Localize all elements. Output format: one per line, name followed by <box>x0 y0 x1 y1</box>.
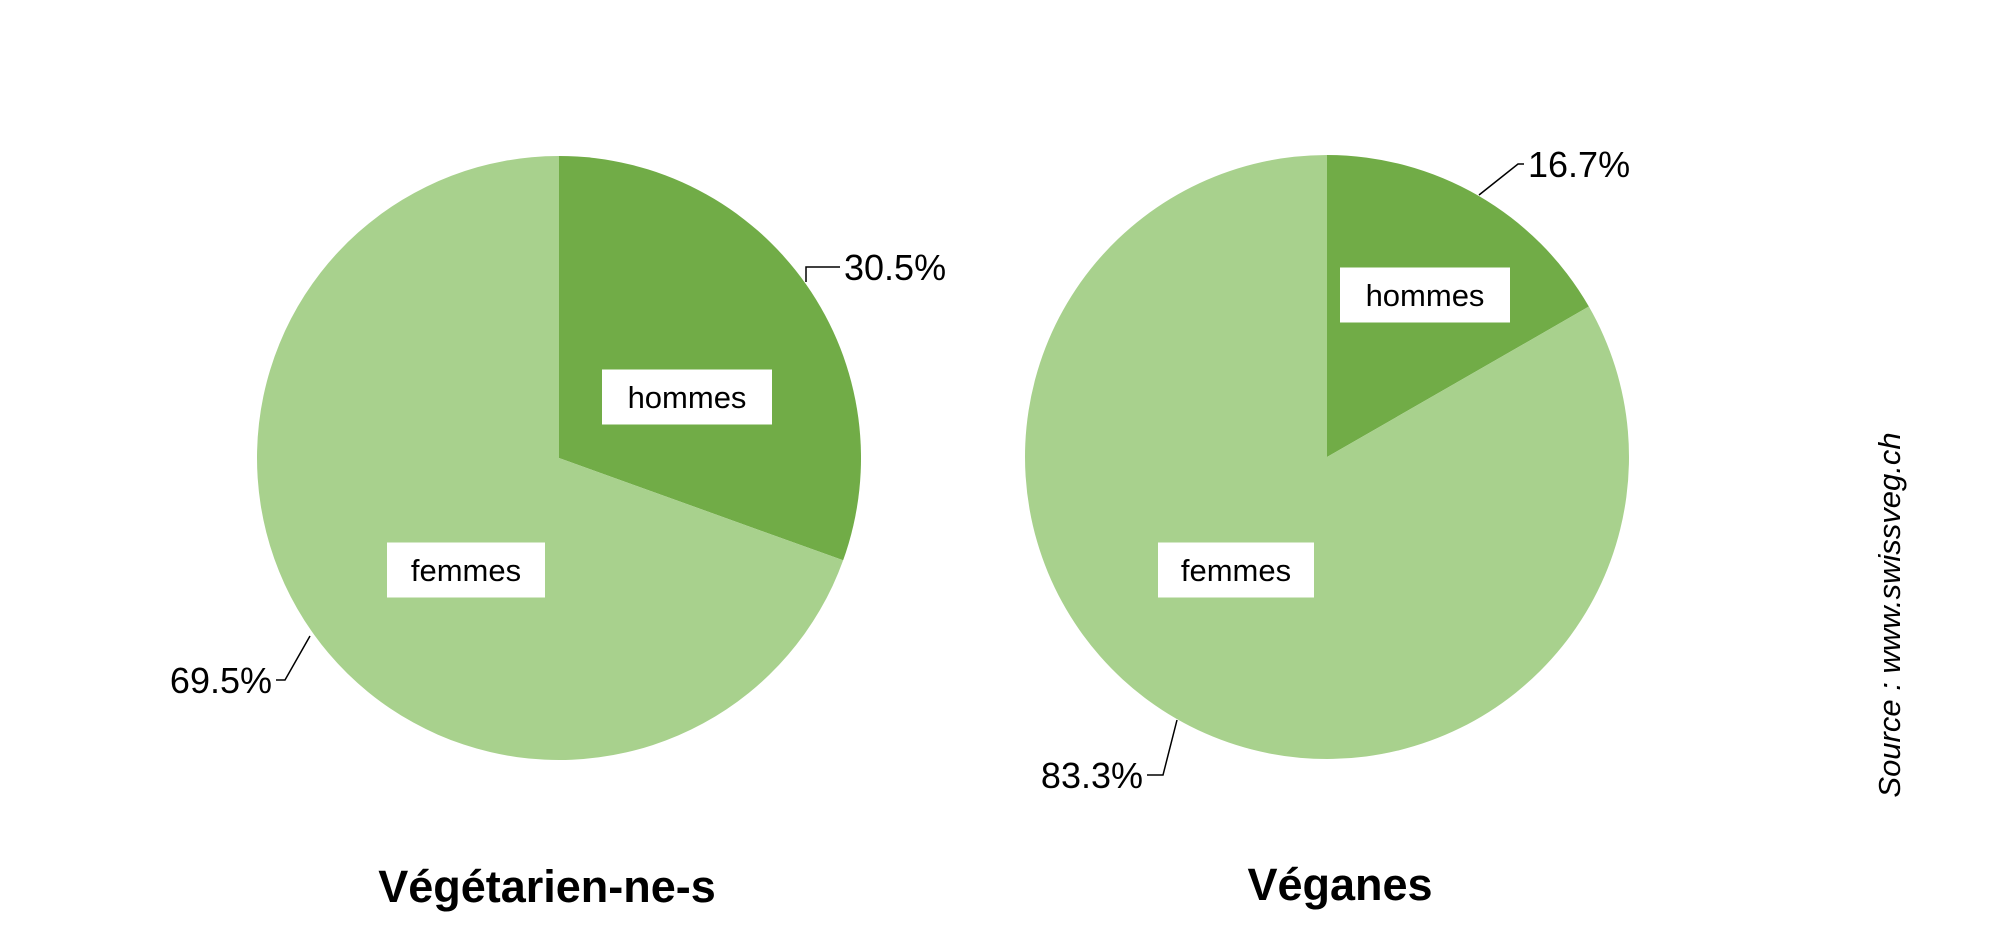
category-label-hommes-veganes: hommes <box>1366 278 1485 313</box>
slice-femmes-veganes <box>1025 155 1630 759</box>
value-label-femmes-vegetariens: 69.5% <box>170 660 272 701</box>
category-label-box-femmes-vegetariens <box>387 542 545 598</box>
category-label-femmes-veganes: femmes <box>1181 553 1291 588</box>
chart-title-vegetariens: Végétarien-ne-s <box>378 861 716 912</box>
pie-chart-vegetariens: 30.5% 69.5% hommes femmes Végétarien-ne-… <box>170 156 946 912</box>
leader-line-femmes-veganes <box>1147 719 1178 776</box>
category-label-hommes-vegetariens: hommes <box>628 380 747 415</box>
category-label-femmes-vegetariens: femmes <box>411 553 521 588</box>
chart-title-veganes: Véganes <box>1247 859 1432 910</box>
category-label-box-hommes-veganes <box>1340 267 1510 323</box>
leader-line-hommes-veganes <box>1478 163 1524 196</box>
slice-femmes-vegetariens <box>257 156 844 760</box>
category-label-box-femmes-veganes <box>1158 542 1314 598</box>
value-label-hommes-vegetariens: 30.5% <box>844 247 946 288</box>
category-label-box-hommes-vegetariens <box>602 369 772 425</box>
leader-line-femmes-vegetariens <box>276 635 311 681</box>
value-label-femmes-veganes: 83.3% <box>1041 755 1143 796</box>
source-note: Source : www.swissveg.ch <box>1872 432 1907 797</box>
value-label-hommes-veganes: 16.7% <box>1528 144 1630 185</box>
slice-hommes-vegetariens <box>559 156 862 561</box>
leader-line-hommes-vegetariens <box>805 266 840 282</box>
pie-chart-veganes: 16.7% 83.3% hommes femmes Véganes <box>1025 144 1630 910</box>
